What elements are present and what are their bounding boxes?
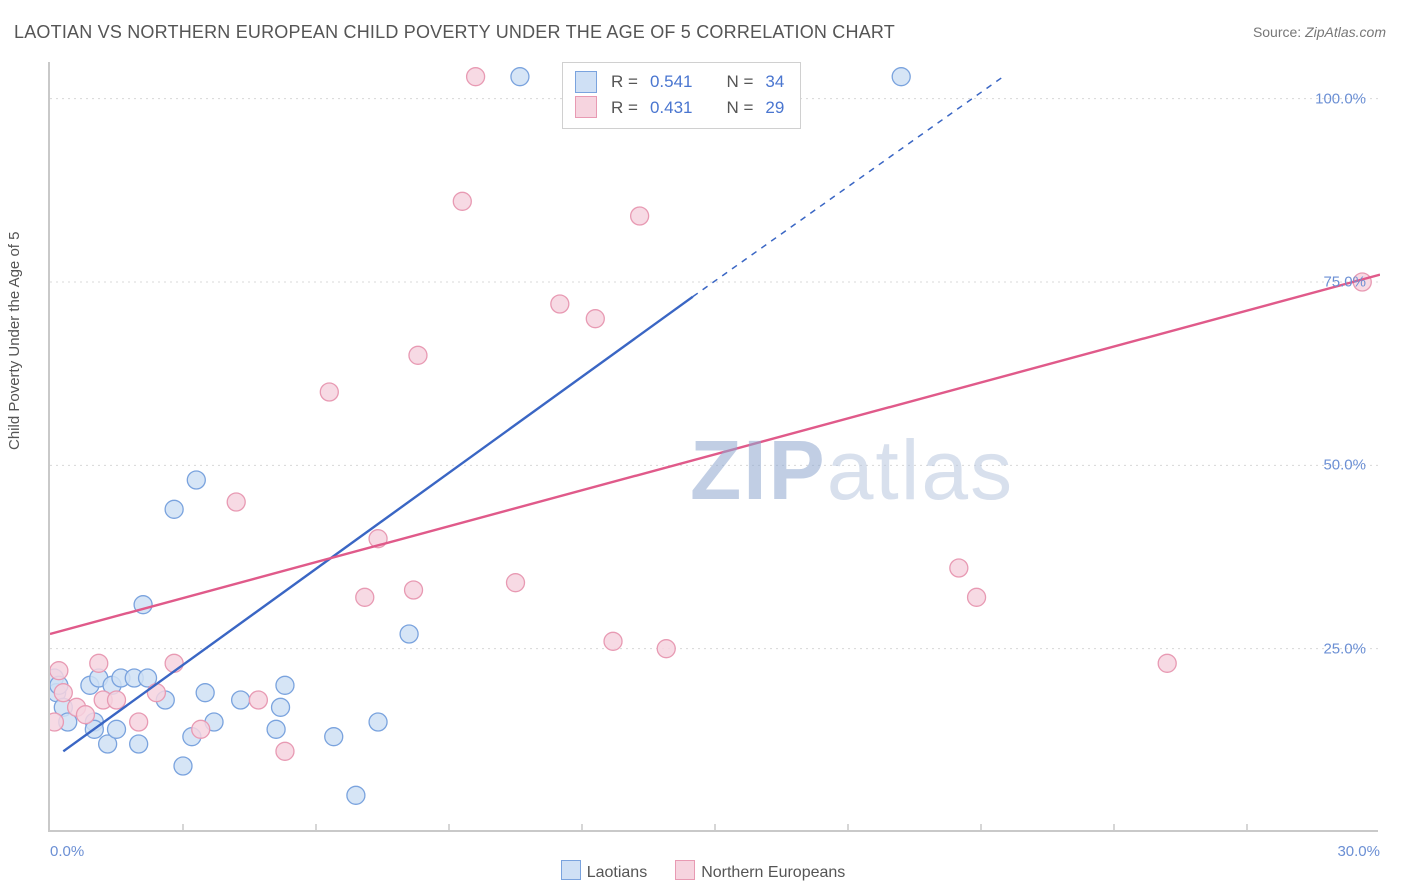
- plot-area: ZIPatlas R =0.541N =34R =0.431N =29 25.0…: [48, 62, 1378, 832]
- legend-label: Laotians: [587, 864, 648, 881]
- stats-r-value: 0.431: [650, 95, 693, 121]
- stats-n-value: 29: [765, 95, 784, 121]
- legend-label: Northern Europeans: [701, 864, 845, 881]
- y-tick-label: 25.0%: [1323, 640, 1366, 657]
- legend-item: Northern Europeans: [675, 860, 845, 882]
- source-label: Source:: [1253, 24, 1301, 40]
- y-tick-label: 50.0%: [1323, 457, 1366, 474]
- y-tick-label: 75.0%: [1323, 274, 1366, 291]
- chart-title: LAOTIAN VS NORTHERN EUROPEAN CHILD POVER…: [14, 22, 895, 43]
- stats-n-value: 34: [765, 69, 784, 95]
- stats-r-label: R =: [611, 95, 638, 121]
- legend-swatch: [575, 96, 597, 118]
- stats-row: R = 0.541 N = 34: [575, 69, 788, 95]
- legend-swatch: [561, 860, 581, 880]
- legend-item: Laotians: [561, 860, 648, 882]
- stats-n-label: N =: [726, 69, 753, 95]
- source-credit: Source: ZipAtlas.com: [1253, 24, 1386, 40]
- x-tick-label: 0.0%: [50, 843, 84, 860]
- x-tick-label: 30.0%: [1337, 843, 1380, 860]
- stats-r-value: 0.541: [650, 69, 693, 95]
- scatter-plot-svg: [50, 62, 1380, 832]
- legend: Laotians Northern Europeans: [0, 860, 1406, 882]
- legend-swatch: [575, 71, 597, 93]
- source-name: ZipAtlas.com: [1305, 24, 1386, 40]
- stats-row: R = 0.431 N = 29: [575, 95, 788, 121]
- stats-r-label: R =: [611, 69, 638, 95]
- y-tick-label: 100.0%: [1315, 90, 1366, 107]
- correlation-stats-box: R = 0.541 N = 34 R = 0.431 N = 29: [562, 62, 801, 129]
- legend-swatch: [675, 860, 695, 880]
- stats-n-label: N =: [726, 95, 753, 121]
- y-axis-label: Child Poverty Under the Age of 5: [6, 232, 23, 450]
